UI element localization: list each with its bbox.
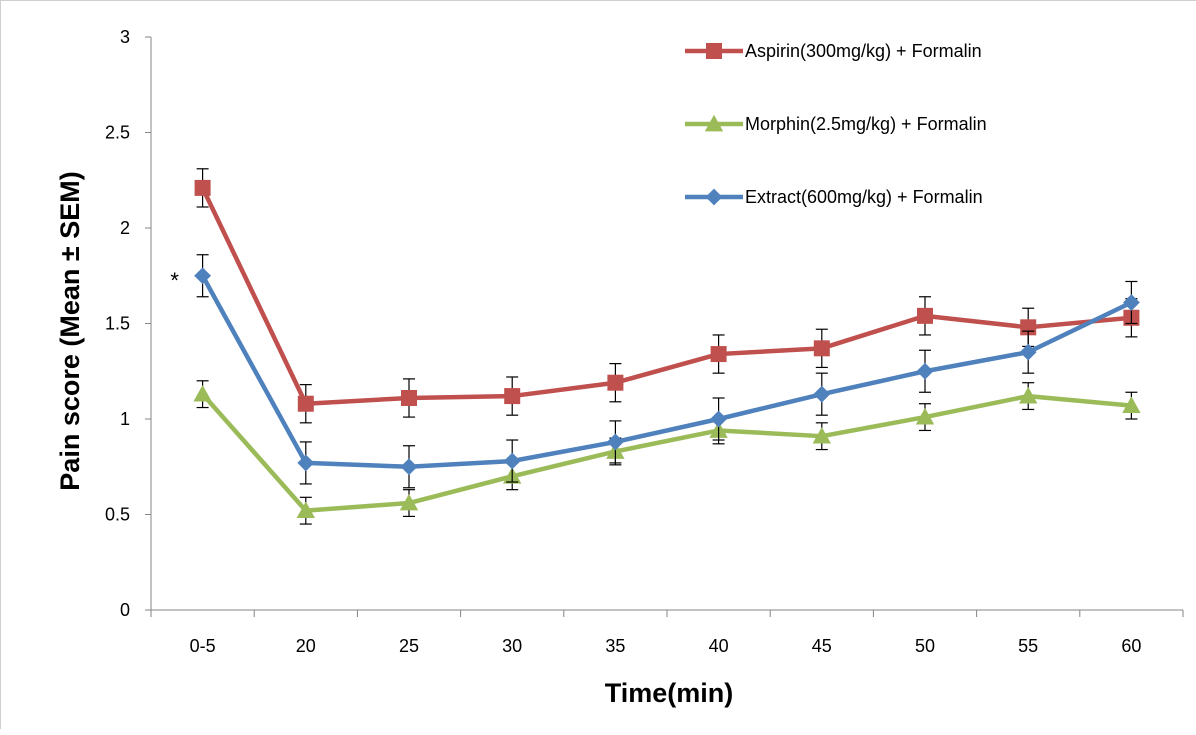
x-tick-label: 30: [502, 636, 522, 656]
annotation-layer: *: [170, 268, 179, 293]
data-point: [813, 340, 830, 357]
data-point: [607, 374, 624, 391]
legend-item-2: Morphin(2.5mg/kg) + Formalin: [685, 114, 987, 134]
x-tick-label: 25: [399, 636, 419, 656]
data-point: [297, 454, 315, 472]
y-tick-label: 1: [120, 409, 130, 429]
series-line: [200, 274, 1133, 469]
data-point: [813, 385, 831, 403]
legend-marker: [705, 188, 723, 206]
series-line: [200, 186, 1132, 406]
data-point: [917, 307, 933, 324]
data-point: [812, 426, 831, 444]
data-point: [710, 410, 727, 428]
data-point: [1123, 294, 1140, 311]
x-tick-label: 0-5: [190, 636, 216, 656]
x-axis-title: Time(min): [605, 678, 734, 708]
x-tick-label: 45: [812, 636, 832, 656]
x-tick-label: 50: [915, 636, 935, 656]
data-point: [710, 346, 727, 363]
y-tick-label: 2: [120, 218, 130, 238]
series-line: [200, 392, 1132, 513]
data-point: [296, 501, 315, 519]
x-tick-label: 40: [709, 636, 729, 656]
data-point: [1122, 396, 1141, 413]
data-point: [193, 384, 212, 402]
y-tick-label: 0.5: [105, 505, 130, 525]
y-tick-label: 0: [120, 600, 130, 620]
y-tick-label: 2.5: [105, 123, 130, 143]
x-tick-label: 55: [1018, 636, 1038, 656]
legend-label: Morphin(2.5mg/kg) + Formalin: [745, 114, 987, 134]
series-1: [194, 168, 1140, 424]
legend-item-3: Extract(600mg/kg) + Formalin: [685, 187, 983, 207]
x-tick-label: 60: [1121, 636, 1141, 656]
y-tick-label: 1.5: [105, 314, 130, 334]
y-axis-title: Pain score (Mean ± SEM): [55, 171, 85, 490]
series-3: [194, 254, 1140, 489]
data-point: [400, 458, 418, 476]
legend-label: Aspirin(300mg/kg) + Formalin: [745, 41, 982, 61]
data-point: [503, 452, 521, 470]
data-point: [607, 433, 624, 451]
data-point: [504, 388, 521, 405]
legend: Aspirin(300mg/kg) + Formalin Morphin(2.5m…: [685, 41, 987, 207]
data-point: [297, 395, 314, 412]
y-tick-label: 3: [120, 27, 130, 47]
y-axis-ticks: 0 0.5 1 1.5 2 2.5 3: [105, 27, 151, 620]
data-point: [916, 362, 934, 380]
x-tick-label: 20: [296, 636, 316, 656]
data-point: [1019, 386, 1038, 404]
data-point: [1019, 343, 1037, 361]
legend-item-1: Aspirin(300mg/kg) + Formalin: [685, 41, 982, 61]
significance-marker: *: [170, 268, 179, 293]
legend-marker: [704, 114, 724, 132]
legend-marker: [706, 43, 722, 59]
data-point: [194, 179, 211, 196]
data-point: [401, 389, 417, 406]
series-layer: [193, 168, 1141, 525]
data-point: [915, 407, 935, 425]
data-point: [194, 267, 211, 285]
x-axis-ticks: 0-5 20 25 30 35 40 45 50 55 60: [150, 610, 1184, 656]
legend-label: Extract(600mg/kg) + Formalin: [745, 187, 983, 207]
x-tick-label: 35: [605, 636, 625, 656]
data-point: [399, 493, 419, 511]
